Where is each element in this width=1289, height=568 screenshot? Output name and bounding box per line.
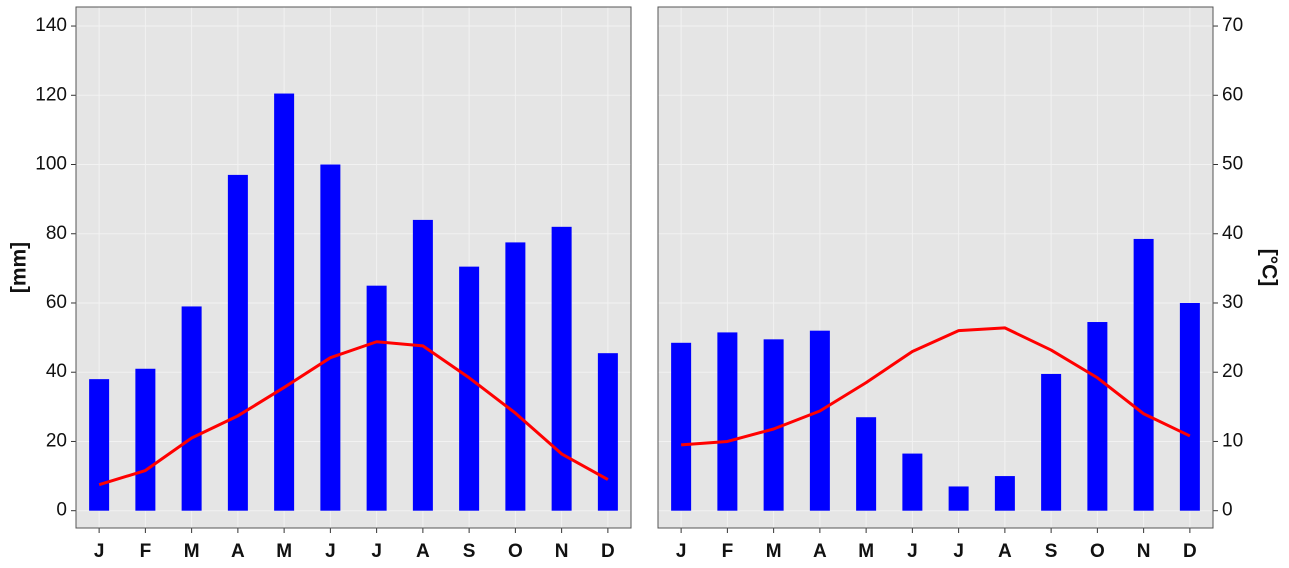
bar bbox=[948, 486, 969, 511]
x-tick-label: S bbox=[1045, 541, 1058, 562]
bar bbox=[1041, 373, 1062, 511]
bar bbox=[856, 417, 877, 511]
x-tick-label: J bbox=[907, 541, 918, 562]
y2-tick-label: 0 bbox=[1222, 500, 1233, 521]
y2-tick-label: 70 bbox=[1222, 15, 1243, 36]
bar bbox=[320, 164, 341, 511]
x-tick-label: D bbox=[1183, 541, 1197, 562]
y2-axis-label: [°C] bbox=[1257, 249, 1280, 287]
bar bbox=[597, 353, 618, 511]
plot-background bbox=[76, 7, 631, 528]
bar bbox=[135, 368, 156, 511]
y2-tick-label: 60 bbox=[1222, 84, 1243, 105]
x-tick-label: M bbox=[766, 541, 782, 562]
y2-tick-label: 40 bbox=[1222, 223, 1243, 244]
bar bbox=[459, 266, 480, 511]
bar bbox=[809, 330, 830, 511]
bar bbox=[1087, 322, 1108, 511]
x-tick-label: A bbox=[416, 541, 430, 562]
y-tick-label: 80 bbox=[46, 223, 67, 244]
y-tick-label: 40 bbox=[46, 361, 67, 382]
bar bbox=[505, 242, 526, 511]
bar bbox=[551, 226, 572, 511]
x-tick-label: O bbox=[508, 541, 523, 562]
bar bbox=[274, 93, 295, 511]
line bbox=[681, 326, 1191, 447]
y-tick-label: 60 bbox=[46, 292, 67, 313]
x-tick-label: A bbox=[231, 541, 245, 562]
x-tick-label: J bbox=[676, 541, 687, 562]
x-tick-label: J bbox=[371, 541, 382, 562]
plot-background bbox=[658, 7, 1213, 528]
plot-border bbox=[657, 6, 1214, 529]
bar bbox=[994, 476, 1015, 511]
y2-tick-label: 30 bbox=[1222, 292, 1243, 313]
x-tick-label: A bbox=[813, 541, 827, 562]
bar bbox=[366, 285, 387, 511]
y-tick-label: 20 bbox=[46, 430, 67, 451]
y-tick-label: 140 bbox=[35, 15, 67, 36]
x-tick-label: J bbox=[325, 541, 336, 562]
y2-tick-label: 20 bbox=[1222, 361, 1243, 382]
x-tick-label: N bbox=[1137, 541, 1151, 562]
x-tick-label: S bbox=[463, 541, 476, 562]
x-tick-label: F bbox=[722, 541, 734, 562]
x-tick-label: J bbox=[94, 541, 105, 562]
bar bbox=[1133, 238, 1154, 511]
x-tick-label: A bbox=[998, 541, 1012, 562]
y-tick-label: 100 bbox=[35, 154, 67, 175]
bar bbox=[181, 306, 202, 511]
y-tick-label: 120 bbox=[35, 84, 67, 105]
x-tick-label: F bbox=[140, 541, 152, 562]
y2-tick-label: 50 bbox=[1222, 154, 1243, 175]
x-tick-label: J bbox=[953, 541, 964, 562]
plot-border bbox=[75, 6, 632, 529]
bar bbox=[89, 379, 110, 511]
y-tick-label: 0 bbox=[56, 500, 67, 521]
x-tick-label: D bbox=[601, 541, 615, 562]
x-tick-label: M bbox=[858, 541, 874, 562]
y-axis-label: [mm] bbox=[8, 242, 31, 293]
x-tick-label: N bbox=[555, 541, 569, 562]
line bbox=[98, 340, 609, 487]
bar bbox=[1179, 302, 1200, 511]
bar bbox=[227, 174, 248, 511]
bar bbox=[763, 339, 784, 511]
x-tick-label: O bbox=[1090, 541, 1105, 562]
bar bbox=[717, 332, 738, 511]
bar bbox=[902, 453, 923, 511]
bar bbox=[412, 219, 433, 511]
x-tick-label: M bbox=[184, 541, 200, 562]
y2-tick-label: 10 bbox=[1222, 430, 1243, 451]
bar bbox=[671, 342, 692, 511]
x-tick-label: M bbox=[276, 541, 292, 562]
